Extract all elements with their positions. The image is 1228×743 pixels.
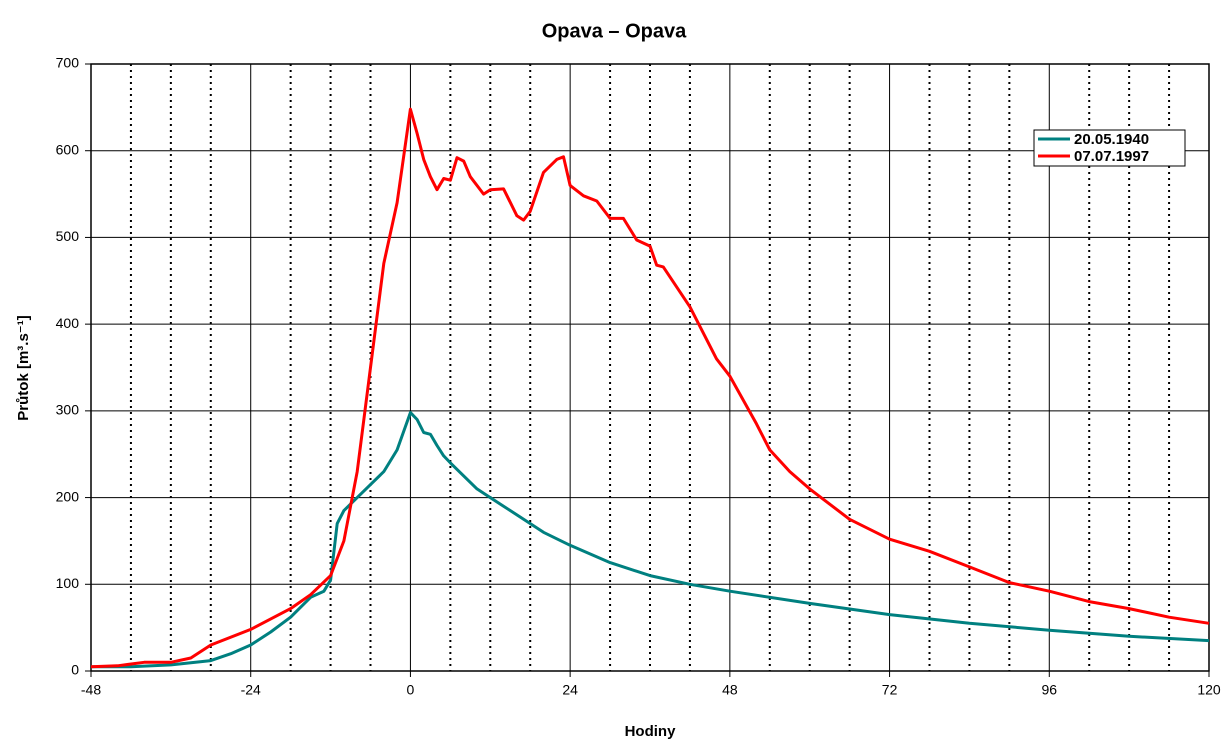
- plot-frame: [90, 63, 1210, 672]
- x-tick-label: 48: [722, 682, 738, 698]
- x-tick-label: 72: [882, 682, 898, 698]
- y-axis-label: Průtok [m³.s⁻¹]: [15, 315, 32, 420]
- y-tick-label: 700: [56, 55, 80, 71]
- y-tick-label: 400: [56, 315, 80, 331]
- legend-box: [1033, 129, 1186, 167]
- x-tick-label: 96: [1041, 682, 1057, 698]
- y-tick-label: 200: [56, 488, 80, 504]
- series-line: [91, 411, 1210, 669]
- series-line: [90, 107, 1210, 669]
- x-tick-label: 120: [1197, 682, 1221, 698]
- y-tick-label: 500: [56, 228, 80, 244]
- legend-label: 07.07.1997: [1074, 148, 1149, 165]
- x-tick-label: -48: [81, 682, 101, 698]
- y-tick-label: 300: [56, 402, 80, 418]
- y-tick-label: 100: [56, 575, 80, 591]
- legend-label: 20.05.1940: [1074, 131, 1149, 148]
- x-tick-label: 24: [562, 682, 578, 698]
- x-tick-label: -24: [241, 682, 261, 698]
- chart-title: Opava – Opava: [542, 20, 687, 42]
- x-axis-label: Hodiny: [625, 723, 676, 740]
- y-tick-label: 0: [71, 662, 79, 678]
- x-tick-label: 0: [407, 682, 415, 698]
- y-tick-label: 600: [56, 141, 80, 157]
